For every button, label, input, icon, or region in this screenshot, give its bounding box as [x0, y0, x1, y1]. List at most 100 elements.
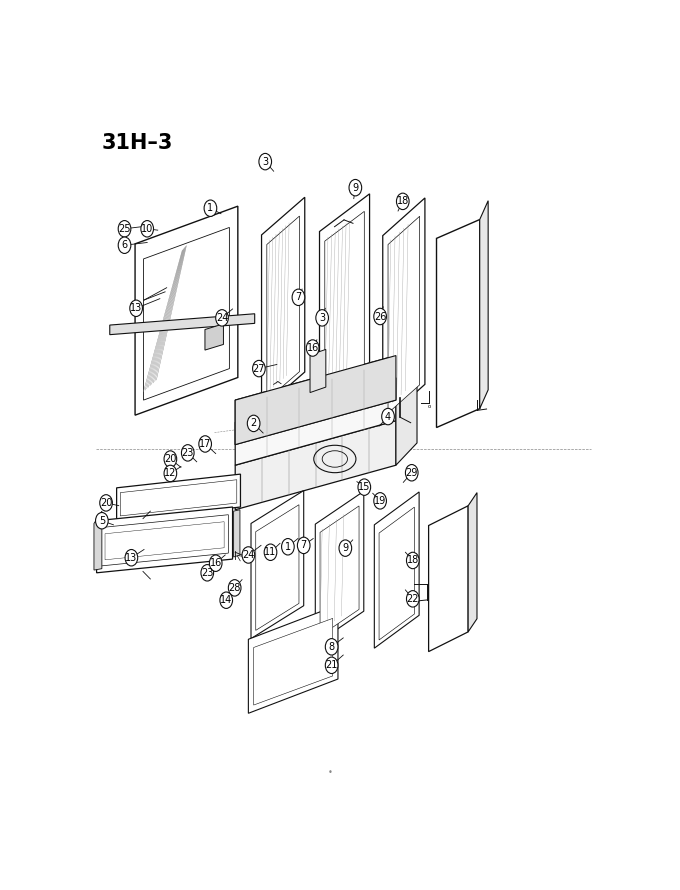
Circle shape	[220, 592, 233, 609]
Circle shape	[199, 436, 211, 452]
Polygon shape	[234, 510, 240, 557]
Circle shape	[264, 544, 277, 561]
Text: 27: 27	[253, 364, 265, 374]
Polygon shape	[254, 619, 333, 705]
Polygon shape	[205, 324, 224, 350]
Circle shape	[248, 415, 260, 432]
Circle shape	[339, 540, 352, 556]
Polygon shape	[262, 198, 305, 409]
Text: 7: 7	[295, 292, 301, 303]
Text: 9: 9	[342, 543, 348, 553]
Text: 14: 14	[220, 595, 233, 605]
Text: 28: 28	[228, 583, 241, 593]
Polygon shape	[235, 378, 396, 445]
Text: 18: 18	[396, 197, 409, 206]
Text: 12: 12	[164, 468, 177, 479]
Circle shape	[374, 308, 386, 325]
Text: 13: 13	[125, 553, 137, 562]
Circle shape	[216, 310, 228, 326]
Text: 31H–3: 31H–3	[102, 133, 173, 153]
Polygon shape	[428, 506, 468, 651]
Text: 21: 21	[326, 660, 338, 670]
Polygon shape	[320, 506, 359, 635]
Text: 23: 23	[201, 568, 214, 578]
Polygon shape	[479, 200, 488, 409]
Polygon shape	[94, 511, 102, 570]
Text: 7: 7	[301, 540, 307, 550]
Circle shape	[182, 445, 194, 461]
Circle shape	[125, 549, 137, 566]
Text: 10: 10	[141, 223, 153, 234]
Text: 8: 8	[328, 642, 335, 651]
Text: 5: 5	[99, 515, 105, 526]
Polygon shape	[374, 492, 419, 648]
Polygon shape	[135, 206, 238, 415]
Circle shape	[118, 237, 131, 254]
Polygon shape	[120, 480, 237, 516]
Polygon shape	[143, 228, 229, 400]
Polygon shape	[101, 514, 228, 566]
Polygon shape	[256, 505, 299, 630]
Circle shape	[396, 193, 409, 209]
Text: o: o	[428, 404, 431, 409]
Polygon shape	[235, 421, 396, 510]
Text: 2: 2	[250, 418, 257, 428]
Text: 23: 23	[182, 448, 194, 457]
Polygon shape	[97, 507, 233, 573]
Text: 26: 26	[374, 312, 386, 321]
Text: 1: 1	[285, 542, 291, 552]
Circle shape	[209, 555, 222, 571]
Text: 1: 1	[207, 203, 214, 214]
Circle shape	[325, 657, 338, 674]
Text: 13: 13	[130, 303, 142, 313]
Polygon shape	[388, 216, 420, 413]
Text: 11: 11	[265, 547, 277, 557]
Circle shape	[201, 564, 214, 581]
Polygon shape	[109, 314, 255, 335]
Polygon shape	[325, 211, 364, 407]
Text: 16: 16	[307, 343, 319, 353]
Polygon shape	[396, 378, 417, 465]
Text: 19: 19	[374, 496, 386, 506]
Text: 3: 3	[319, 313, 325, 323]
Polygon shape	[235, 356, 396, 465]
Text: 15: 15	[358, 482, 371, 492]
Polygon shape	[267, 216, 299, 400]
Polygon shape	[310, 350, 326, 392]
Polygon shape	[320, 194, 370, 417]
Text: 3: 3	[262, 157, 269, 166]
Circle shape	[316, 310, 328, 326]
Polygon shape	[105, 522, 224, 560]
Circle shape	[297, 538, 310, 554]
Text: 18: 18	[407, 555, 419, 565]
Text: 20: 20	[164, 454, 177, 464]
Circle shape	[405, 465, 418, 481]
Text: •: •	[328, 768, 333, 777]
Circle shape	[407, 591, 419, 607]
Circle shape	[358, 479, 371, 496]
Circle shape	[130, 300, 142, 317]
Polygon shape	[437, 220, 479, 427]
Text: 4: 4	[385, 411, 391, 422]
Text: 17: 17	[199, 439, 211, 449]
Circle shape	[164, 451, 177, 467]
Circle shape	[118, 221, 131, 237]
Text: 29: 29	[405, 468, 418, 478]
Text: 20: 20	[100, 498, 112, 508]
Circle shape	[204, 200, 217, 216]
Circle shape	[349, 180, 362, 196]
Circle shape	[407, 552, 419, 569]
Circle shape	[259, 153, 271, 170]
Circle shape	[374, 493, 386, 509]
Text: 24: 24	[242, 550, 254, 560]
Circle shape	[252, 360, 265, 376]
Circle shape	[292, 289, 305, 305]
Polygon shape	[316, 491, 364, 644]
Circle shape	[228, 579, 241, 596]
Circle shape	[325, 639, 338, 655]
Text: 25: 25	[118, 223, 131, 234]
Circle shape	[95, 513, 108, 529]
Text: 22: 22	[407, 594, 419, 603]
Polygon shape	[379, 507, 414, 640]
Circle shape	[242, 546, 255, 563]
